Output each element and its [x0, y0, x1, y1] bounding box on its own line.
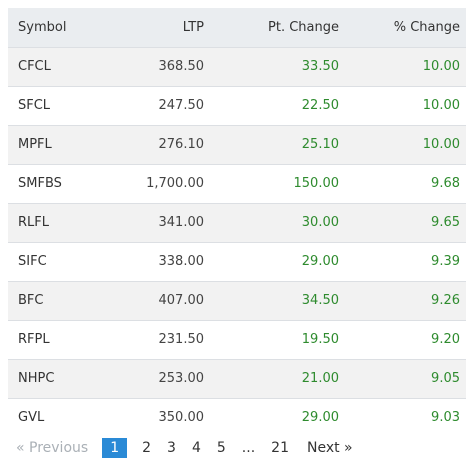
- table-row: GVL 350.00 29.00 9.03: [8, 398, 466, 437]
- cell-ltp: 341.00: [158, 215, 205, 230]
- header-pct-change: % Change: [393, 19, 460, 35]
- table-header: Symbol LTP Pt. Change % Change: [8, 8, 466, 47]
- page-link-2[interactable]: 2: [142, 440, 152, 456]
- cell-pt-change: 34.50: [301, 293, 339, 308]
- table-header-row: Symbol LTP Pt. Change % Change: [8, 8, 466, 47]
- cell-pct-change: 9.20: [431, 332, 460, 347]
- cell-ltp: 407.00: [158, 293, 205, 308]
- cell-symbol: SIFC: [18, 254, 47, 269]
- page-link-3[interactable]: 3: [167, 440, 176, 456]
- cell-pt-change: 19.50: [301, 332, 339, 347]
- cell-pt-change: 29.00: [301, 410, 339, 426]
- cell-symbol: SFCL: [18, 98, 51, 113]
- cell-pt-change: 30.00: [301, 215, 339, 230]
- page-link-21[interactable]: 21: [271, 440, 289, 456]
- cell-pct-change: 9.68: [431, 176, 460, 191]
- table-row: SFCL 247.50 22.50 10.00: [8, 86, 466, 125]
- cell-pt-change: 21.00: [301, 371, 339, 386]
- cell-ltp: 276.10: [158, 137, 205, 152]
- table-row: NHPC 253.00 21.00 9.05: [8, 359, 466, 398]
- header-symbol: Symbol: [18, 19, 67, 35]
- cell-ltp: 231.50: [158, 332, 205, 347]
- cell-symbol: RFPL: [18, 332, 50, 347]
- table-row: SMFBS 1,700.00 150.00 9.68: [8, 164, 466, 203]
- page-link-4[interactable]: 4: [191, 440, 201, 456]
- table-row: SIFC 338.00 29.00 9.39: [8, 242, 466, 281]
- cell-pt-change: 150.00: [293, 176, 340, 191]
- cell-pct-change: 9.65: [431, 215, 460, 230]
- pagination-ellipsis: ...: [241, 440, 256, 456]
- page-link-1[interactable]: 1: [102, 438, 128, 458]
- next-page-link[interactable]: Next »: [306, 440, 353, 456]
- cell-pt-change: 25.10: [301, 137, 339, 152]
- gainers-table: Symbol LTP Pt. Change % Change CFCL 368.5…: [8, 8, 466, 437]
- cell-pct-change: 9.39: [431, 254, 460, 269]
- cell-symbol: SMFBS: [18, 176, 62, 191]
- cell-ltp: 368.50: [158, 59, 205, 74]
- cell-ltp: 1,700.00: [146, 176, 204, 191]
- table-row: RLFL 341.00 30.00 9.65: [8, 203, 466, 242]
- cell-pt-change: 33.50: [301, 59, 339, 74]
- cell-pct-change: 10.00: [422, 59, 460, 74]
- table-row: BFC 407.00 34.50 9.26: [8, 281, 466, 320]
- cell-symbol: CFCL: [18, 59, 51, 74]
- cell-symbol: NHPC: [18, 371, 55, 386]
- cell-pct-change: 9.05: [431, 371, 460, 386]
- cell-symbol: BFC: [18, 293, 44, 308]
- cell-pt-change: 29.00: [301, 254, 339, 269]
- table-body: CFCL 368.50 33.50 10.00 SFCL 247.50 22.50 10.00…: [8, 47, 466, 437]
- previous-page-link[interactable]: « Previous: [16, 440, 89, 456]
- cell-ltp: 247.50: [158, 98, 205, 113]
- table-row: RFPL 231.50 19.50 9.20: [8, 320, 466, 359]
- page-link-5[interactable]: 5: [216, 440, 226, 456]
- cell-symbol: RLFL: [18, 215, 49, 230]
- cell-pct-change: 10.00: [422, 98, 460, 113]
- cell-ltp: 338.00: [158, 254, 205, 269]
- cell-pct-change: 9.26: [431, 293, 460, 308]
- cell-symbol: MPFL: [18, 137, 52, 152]
- table-row: CFCL 368.50 33.50 10.00: [8, 47, 466, 86]
- pagination: « Previous 1 2 3 4 5 ... 21 Next »: [8, 437, 353, 459]
- header-ltp: LTP: [182, 19, 204, 35]
- cell-pt-change: 22.50: [301, 98, 339, 113]
- gainers-table-container: Symbol LTP Pt. Change % Change CFCL 368.5…: [8, 8, 466, 437]
- cell-ltp: 253.00: [158, 371, 205, 386]
- cell-pct-change: 10.00: [422, 137, 460, 152]
- cell-symbol: GVL: [18, 410, 45, 426]
- cell-pct-change: 9.03: [431, 410, 460, 426]
- header-pt-change: Pt. Change: [268, 19, 339, 35]
- cell-ltp: 350.00: [158, 410, 205, 426]
- table-row: MPFL 276.10 25.10 10.00: [8, 125, 466, 164]
